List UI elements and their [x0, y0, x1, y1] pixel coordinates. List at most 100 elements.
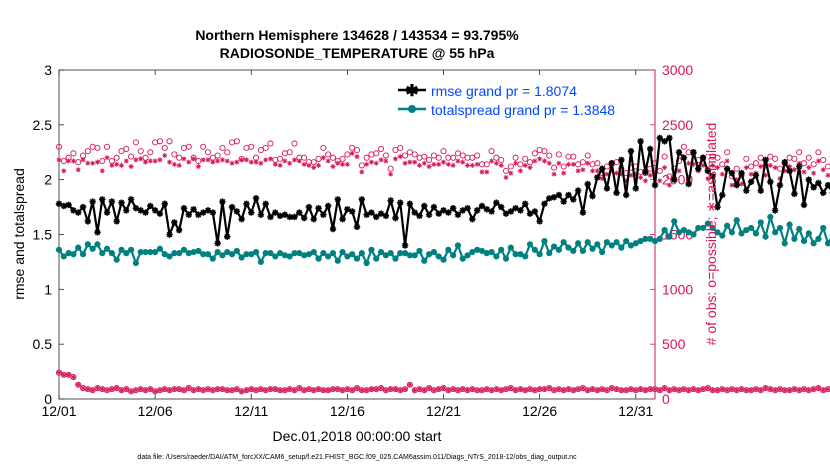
rmse-point	[757, 187, 764, 194]
obs_low-star	[633, 387, 639, 393]
rmse-point	[651, 181, 659, 189]
obs_low-star	[714, 387, 720, 393]
totalspread-point	[315, 255, 322, 262]
totalspread-point	[704, 220, 711, 227]
rmse-point	[118, 199, 125, 206]
totalspread-point	[382, 252, 389, 259]
obs_possible-point	[526, 159, 534, 166]
obs_low-star	[489, 387, 495, 393]
rmse-point	[478, 202, 486, 210]
obs_assimilated-star	[167, 159, 173, 165]
totalspread-point	[238, 254, 245, 261]
obs_low-star	[575, 386, 581, 392]
totalspread-point	[195, 247, 202, 255]
totalspread-point	[618, 244, 625, 251]
obs_low-star	[719, 386, 725, 392]
rmse-point	[151, 207, 159, 214]
obs_possible-point	[214, 152, 221, 159]
rmse-point	[483, 206, 490, 213]
totalspread-point	[560, 239, 567, 246]
obs_low-point	[147, 386, 154, 393]
obs_assimilated-star	[229, 160, 235, 166]
obs_low-star	[354, 385, 360, 391]
rmse-point	[272, 209, 279, 216]
totalspread-point	[329, 250, 337, 257]
totalspread-point	[680, 227, 687, 234]
obs_low-star	[614, 386, 620, 392]
rmse-point	[459, 207, 466, 214]
obs_possible-point	[147, 149, 154, 156]
totalspread-point	[791, 235, 798, 242]
obs_possible-point	[161, 144, 168, 151]
obs_assimilated-star	[99, 168, 105, 174]
obs_low-star	[335, 386, 341, 392]
rmse-point	[348, 208, 356, 215]
obs_assimilated-star	[200, 157, 206, 163]
totalspread-point	[656, 235, 663, 242]
obs_low-point	[55, 369, 63, 376]
totalspread-point	[762, 233, 769, 240]
obs_low-star	[772, 387, 778, 393]
obs_assimilated-star	[532, 158, 538, 164]
y-tick-label-right: 1000	[662, 281, 693, 297]
rmse-point	[382, 212, 390, 220]
rmse-point	[637, 138, 644, 145]
rmse-point	[522, 200, 529, 207]
rmse-point	[531, 208, 539, 215]
obs_possible-point	[99, 157, 106, 165]
obs_low-star	[359, 387, 365, 393]
totalspread-point	[603, 239, 611, 246]
obs_assimilated-star	[815, 158, 821, 164]
obs_assimilated-star	[638, 174, 644, 180]
obs_assimilated-star	[556, 160, 562, 166]
obs_low-star	[316, 386, 322, 392]
obs_assimilated-star	[94, 159, 100, 165]
rmse-point	[108, 198, 116, 205]
rmse-point	[810, 184, 817, 191]
totalspread-point	[815, 235, 822, 242]
obs_low-star	[340, 387, 346, 393]
obs_possible-point	[555, 151, 562, 158]
totalspread-point	[536, 251, 543, 258]
totalspread-point	[435, 253, 442, 260]
obs_low-star	[465, 387, 471, 393]
rmse-point	[743, 187, 750, 194]
totalspread-point	[579, 247, 587, 255]
obs_assimilated-star	[171, 161, 177, 167]
rmse-point	[747, 178, 755, 186]
obs-series	[55, 138, 830, 395]
obs_possible-point	[358, 162, 365, 169]
obs_assimilated-star	[412, 159, 418, 165]
rmse-point	[488, 208, 495, 215]
rmse-point	[594, 174, 601, 181]
totalspread-point	[675, 229, 683, 236]
obs_low-star	[311, 387, 317, 393]
rmse-point	[642, 168, 649, 176]
obs_assimilated-star	[700, 162, 706, 168]
totalspread-point	[156, 245, 164, 252]
totalspread-point	[103, 245, 111, 252]
totalspread-point	[627, 242, 635, 249]
totalspread-point	[209, 255, 216, 262]
y-tick-label-left: 3	[44, 62, 52, 78]
obs_assimilated-star	[594, 168, 600, 174]
obs_low-star	[234, 386, 240, 392]
obs_low-star	[565, 386, 571, 392]
totalspread-point	[647, 235, 654, 242]
obs_low-star	[791, 386, 797, 392]
totalspread-point	[599, 248, 606, 256]
totalspread-point	[373, 255, 380, 262]
totalspread-point	[113, 256, 120, 263]
obs_assimilated-star	[104, 155, 110, 161]
totalspread-point	[392, 255, 399, 262]
obs_possible-point	[594, 160, 601, 167]
obs_assimilated-star	[652, 170, 658, 176]
obs_possible-point	[55, 143, 63, 150]
rmse-point	[127, 196, 135, 203]
obs_low-point	[603, 387, 610, 394]
rmse-point	[363, 211, 370, 218]
totalspread-point	[363, 259, 370, 267]
rmse-point	[252, 195, 260, 202]
obs_low-star	[195, 386, 201, 392]
obs_low-star	[306, 386, 312, 392]
